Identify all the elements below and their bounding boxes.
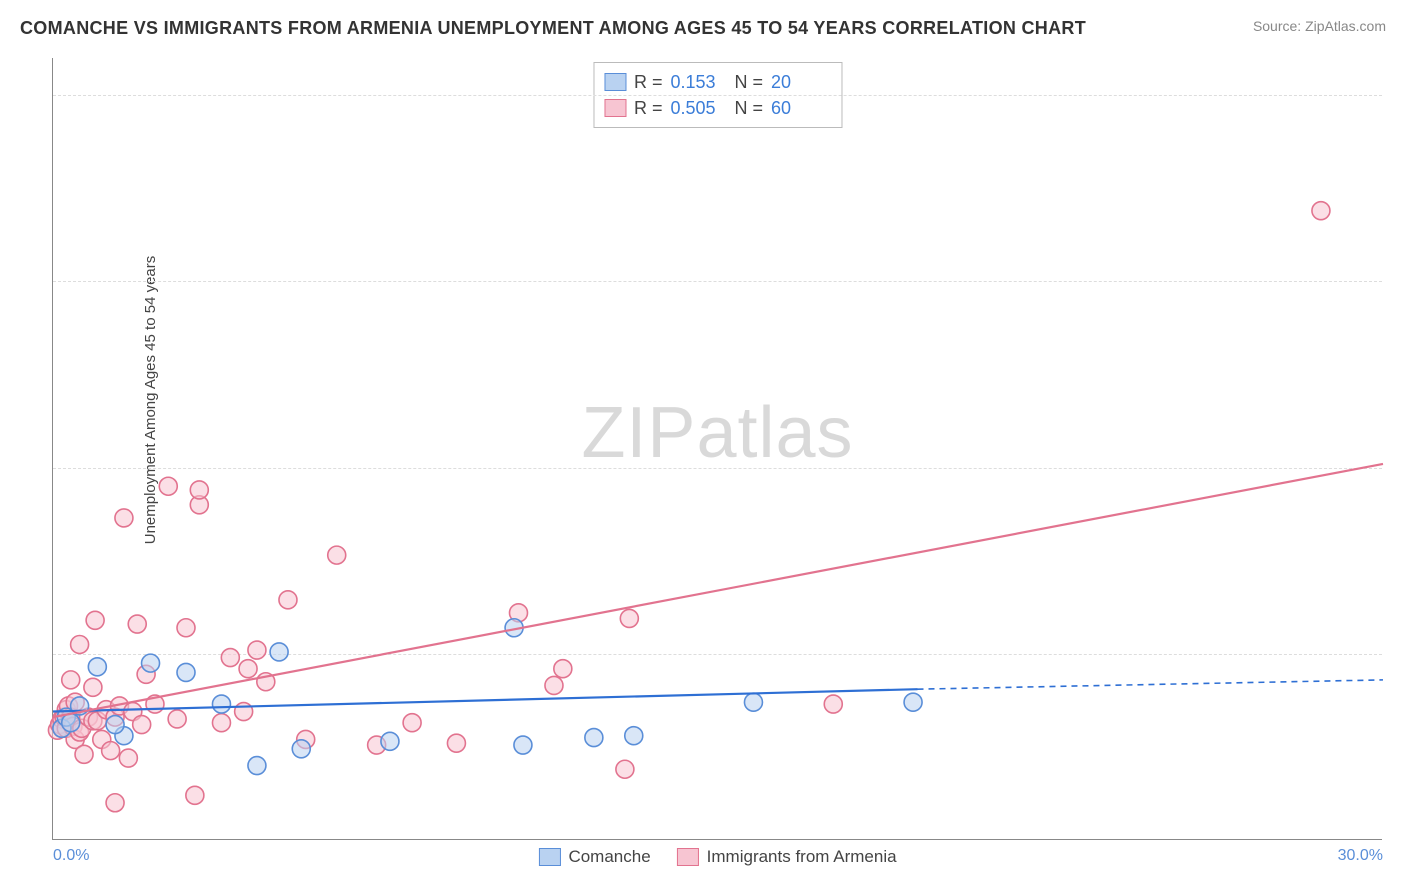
armenia-point: [75, 745, 93, 763]
comanche-point: [248, 757, 266, 775]
armenia-point: [824, 695, 842, 713]
comanche-point: [744, 693, 762, 711]
comanche-point: [106, 716, 124, 734]
legend-item: Comanche: [538, 847, 650, 867]
armenia-point: [159, 477, 177, 495]
armenia-point: [545, 676, 563, 694]
source-label: Source: ZipAtlas.com: [1253, 18, 1386, 34]
legend-item: Immigrants from Armenia: [677, 847, 897, 867]
comanche-point: [62, 714, 80, 732]
armenia-point: [447, 734, 465, 752]
armenia-point: [235, 703, 253, 721]
chart-title: COMANCHE VS IMMIGRANTS FROM ARMENIA UNEM…: [20, 18, 1086, 39]
armenia-point: [620, 609, 638, 627]
swatch-icon: [538, 848, 560, 866]
comanche-point: [292, 740, 310, 758]
chart-svg: [53, 58, 1382, 839]
armenia-point: [554, 660, 572, 678]
armenia-point: [168, 710, 186, 728]
armenia-point: [186, 786, 204, 804]
series-legend: Comanche Immigrants from Armenia: [538, 847, 896, 867]
armenia-trend-line: [53, 464, 1383, 717]
armenia-point: [212, 714, 230, 732]
legend-label: Comanche: [568, 847, 650, 867]
comanche-point: [904, 693, 922, 711]
armenia-point: [279, 591, 297, 609]
armenia-point: [62, 671, 80, 689]
armenia-point: [403, 714, 421, 732]
armenia-point: [71, 636, 89, 654]
armenia-point: [248, 641, 266, 659]
armenia-point: [177, 619, 195, 637]
comanche-point: [88, 658, 106, 676]
armenia-point: [133, 716, 151, 734]
armenia-point: [1312, 202, 1330, 220]
armenia-point: [128, 615, 146, 633]
comanche-point: [381, 732, 399, 750]
armenia-point: [106, 794, 124, 812]
armenia-point: [328, 546, 346, 564]
armenia-point: [190, 481, 208, 499]
comanche-point: [625, 727, 643, 745]
armenia-point: [221, 649, 239, 667]
comanche-point: [142, 654, 160, 672]
armenia-point: [239, 660, 257, 678]
comanche-trend-line-dashed: [918, 680, 1384, 689]
comanche-point: [585, 729, 603, 747]
comanche-point: [270, 643, 288, 661]
x-tick-label: 0.0%: [53, 847, 89, 865]
comanche-point: [212, 695, 230, 713]
comanche-point: [177, 663, 195, 681]
armenia-point: [115, 509, 133, 527]
armenia-point: [86, 611, 104, 629]
plot-area: ZIPatlas R = 0.153 N = 20 R = 0.505 N = …: [52, 58, 1382, 840]
armenia-point: [119, 749, 137, 767]
legend-label: Immigrants from Armenia: [707, 847, 897, 867]
armenia-point: [102, 742, 120, 760]
armenia-point: [84, 678, 102, 696]
armenia-point: [616, 760, 634, 778]
swatch-icon: [677, 848, 699, 866]
comanche-point: [514, 736, 532, 754]
x-tick-label: 30.0%: [1338, 847, 1383, 865]
